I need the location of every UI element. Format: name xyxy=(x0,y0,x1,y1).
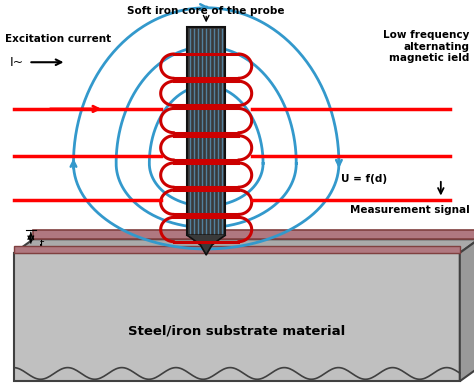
Polygon shape xyxy=(14,246,460,253)
Polygon shape xyxy=(14,239,474,253)
Polygon shape xyxy=(187,235,225,255)
Text: Excitation current: Excitation current xyxy=(5,34,111,44)
Polygon shape xyxy=(33,230,474,239)
Text: h: h xyxy=(39,244,46,254)
Text: Measurement signal: Measurement signal xyxy=(349,205,469,215)
Polygon shape xyxy=(460,239,474,381)
Text: Low frequency
alternating
magnetic ield: Low frequency alternating magnetic ield xyxy=(383,30,469,63)
Text: U = f(d): U = f(d) xyxy=(341,174,387,184)
Text: Soft iron core of the probe: Soft iron core of the probe xyxy=(128,6,285,16)
Text: Steel/iron substrate material: Steel/iron substrate material xyxy=(128,324,346,337)
Text: t: t xyxy=(39,239,44,249)
FancyBboxPatch shape xyxy=(187,27,225,235)
Text: I~: I~ xyxy=(9,56,24,69)
Polygon shape xyxy=(14,253,460,381)
